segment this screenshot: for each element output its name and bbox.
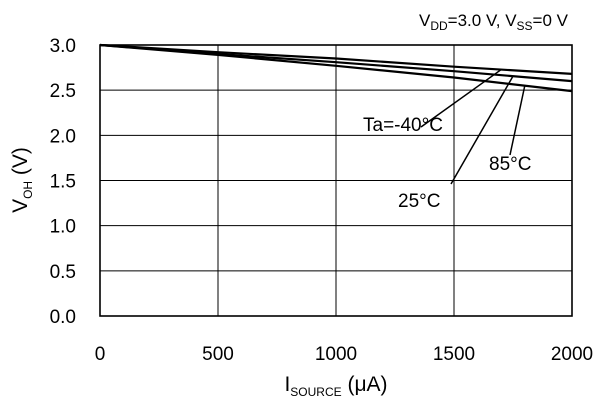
annotation-label: 85°C	[489, 154, 531, 175]
annotation-leader	[509, 85, 526, 156]
x-axis-unit: (μA)	[342, 373, 388, 396]
annotation-label: 25°C	[398, 191, 440, 212]
x-axis-subscript: SOURCE	[290, 385, 341, 399]
plot-frame	[99, 44, 573, 317]
x-tick-label: 500	[202, 344, 234, 365]
x-tick-label: 1000	[315, 344, 357, 365]
y-axis-subscript: OH	[21, 181, 35, 199]
y-axis-symbol: V	[9, 199, 32, 213]
vss-value: =0 V	[533, 11, 569, 30]
y-tick-label: 0.5	[50, 262, 76, 283]
y-tick-label: 3.0	[50, 36, 76, 57]
vss-symbol: V	[505, 11, 517, 30]
vdd-value: =3.0 V,	[448, 11, 506, 30]
conditions-label: VDD=3.0 V, VSS=0 V	[419, 11, 569, 33]
series-line	[99, 43, 573, 93]
annotation-labels: Ta=-40°C 25°C 85°C	[363, 115, 531, 212]
vdd-symbol: V	[419, 11, 431, 30]
y-axis-unit: (V)	[9, 147, 32, 181]
x-tick-label: 1500	[433, 344, 475, 365]
y-tick-label: 2.0	[50, 126, 76, 147]
annotation-leaders	[420, 68, 526, 185]
x-tick-label: 0	[95, 344, 106, 365]
vdd-subscript: DD	[430, 19, 448, 33]
grid-lines	[100, 45, 572, 316]
y-tick-label: 1.0	[50, 217, 76, 238]
x-axis-label: ISOURCE (μA)	[284, 373, 387, 399]
annotation-leader	[420, 68, 502, 128]
y-tick-label: 1.5	[50, 172, 76, 193]
y-axis-label: VOH (V)	[9, 147, 35, 213]
y-tick-label: 0.0	[50, 307, 76, 328]
annotation-leader	[450, 75, 514, 185]
annotation-label: Ta=-40°C	[363, 115, 443, 136]
series-line	[99, 43, 573, 75]
y-tick-label: 2.5	[50, 81, 76, 102]
x-axis-symbol: I	[284, 373, 290, 396]
vss-subscript: SS	[517, 19, 533, 33]
x-tick-label: 2000	[551, 344, 593, 365]
tick-labels: 0 500 1000 1500 2000 0.0 0.5 1.0 1.5 2.0 2.5 3.0	[50, 36, 594, 365]
